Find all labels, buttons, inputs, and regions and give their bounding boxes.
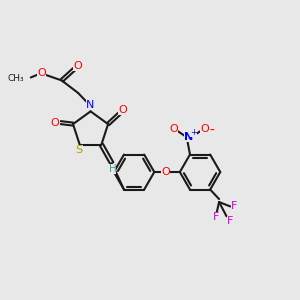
Text: O: O xyxy=(200,124,209,134)
Text: O: O xyxy=(169,124,178,134)
Text: O: O xyxy=(37,68,46,78)
Text: H: H xyxy=(109,164,116,174)
Text: F: F xyxy=(227,216,233,226)
Text: N: N xyxy=(86,100,95,110)
Text: O: O xyxy=(161,167,170,177)
Text: F: F xyxy=(213,212,219,222)
Text: N: N xyxy=(184,132,194,142)
Text: CH₃: CH₃ xyxy=(8,74,24,83)
Text: -: - xyxy=(209,124,214,138)
Text: O: O xyxy=(118,105,127,115)
Text: O: O xyxy=(51,118,60,128)
Text: F: F xyxy=(231,202,238,212)
Text: +: + xyxy=(190,128,197,137)
Text: O: O xyxy=(74,61,82,71)
Text: S: S xyxy=(76,145,83,155)
